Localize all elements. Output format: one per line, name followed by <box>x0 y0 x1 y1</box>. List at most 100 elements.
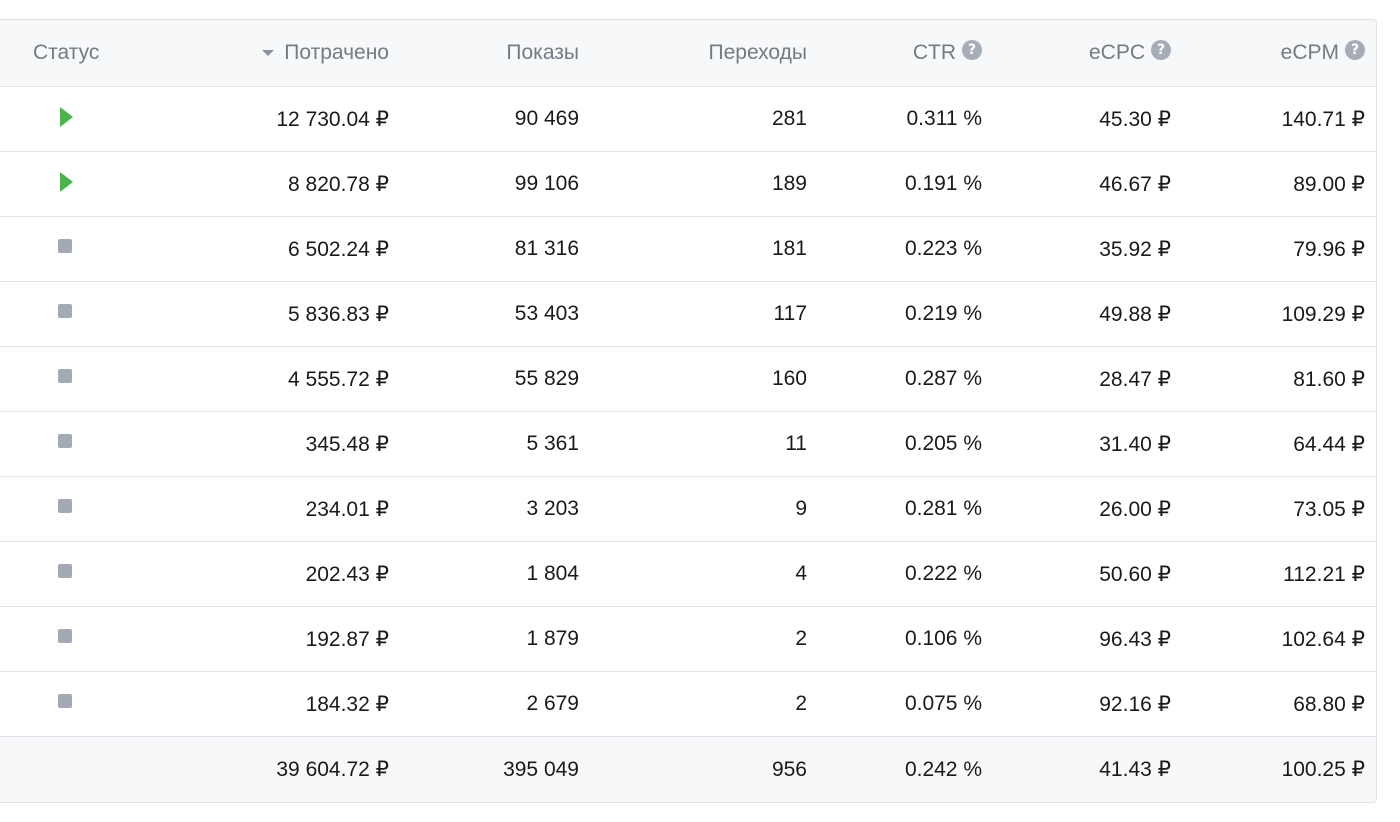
cell-spent: 8 820.78 ₽ <box>288 172 389 196</box>
table-body: 12 730.04 ₽ 90 469 281 0.311 % 45.30 ₽ 140.71… <box>0 86 1376 736</box>
table-row[interactable]: 345.48 ₽ 5 361 11 0.205 % 31.40 ₽ 64.44 ₽ <box>0 411 1376 476</box>
cell-shows: 1 879 <box>526 627 579 650</box>
status-cell[interactable] <box>0 152 139 216</box>
status-cell[interactable] <box>0 412 139 476</box>
cell-ecpc: 96.43 ₽ <box>1099 627 1171 651</box>
cell-shows: 2 679 <box>526 692 579 715</box>
header-shows-label: Показы <box>506 41 579 64</box>
stop-status-icon[interactable] <box>58 369 72 383</box>
stop-status-icon[interactable] <box>58 629 72 643</box>
ctr-help-icon[interactable]: ? <box>962 40 982 60</box>
status-cell[interactable] <box>0 607 139 671</box>
cell-shows: 5 361 <box>526 432 579 455</box>
cell-ecpc: 31.40 ₽ <box>1099 432 1171 456</box>
table-row[interactable]: 8 820.78 ₽ 99 106 189 0.191 % 46.67 ₽ 89.00 ₽ <box>0 151 1376 216</box>
cell-spent: 184.32 ₽ <box>305 692 389 716</box>
table-header: Статус Потрачено Показы Переходы CTR ? e… <box>0 20 1376 86</box>
cell-ctr: 0.287 % <box>904 367 982 390</box>
cell-shows: 99 106 <box>514 172 579 195</box>
table-row[interactable]: 6 502.24 ₽ 81 316 181 0.223 % 35.92 ₽ 79.96 ₽ <box>0 216 1376 281</box>
cell-ecpm: 64.44 ₽ <box>1293 432 1365 456</box>
cell-clicks: 160 <box>771 367 807 390</box>
total-ctr: 0.242 % <box>904 757 982 781</box>
cell-ctr: 0.281 % <box>904 497 982 520</box>
status-cell[interactable] <box>0 477 139 541</box>
table-row[interactable]: 184.32 ₽ 2 679 2 0.075 % 92.16 ₽ 68.80 ₽ <box>0 671 1376 736</box>
cell-shows: 3 203 <box>526 497 579 520</box>
cell-clicks: 2 <box>795 627 807 650</box>
cell-shows: 81 316 <box>514 237 579 260</box>
status-cell[interactable] <box>0 282 139 346</box>
status-cell[interactable] <box>0 87 139 151</box>
stop-status-icon[interactable] <box>58 239 72 253</box>
cell-clicks: 4 <box>795 562 807 585</box>
cell-ecpc: 28.47 ₽ <box>1099 367 1171 391</box>
cell-spent: 6 502.24 ₽ <box>288 237 389 261</box>
cell-spent: 202.43 ₽ <box>305 562 389 586</box>
cell-ecpc: 45.30 ₽ <box>1099 107 1171 131</box>
total-clicks: 956 <box>771 757 807 781</box>
stop-status-icon[interactable] <box>58 564 72 578</box>
cell-clicks: 2 <box>795 692 807 715</box>
header-clicks[interactable]: Переходы <box>579 20 808 86</box>
cell-spent: 4 555.72 ₽ <box>288 367 389 391</box>
cell-ecpc: 35.92 ₽ <box>1099 237 1171 261</box>
total-ecpm: 100.25 ₽ <box>1281 758 1365 781</box>
table-row[interactable]: 234.01 ₽ 3 203 9 0.281 % 26.00 ₽ 73.05 ₽ <box>0 476 1376 541</box>
header-ecpc[interactable]: eCPC ? <box>982 20 1171 86</box>
cell-ecpm: 73.05 ₽ <box>1293 497 1365 521</box>
cell-ctr: 0.191 % <box>904 172 982 195</box>
total-status-cell <box>0 737 139 802</box>
table-row[interactable]: 202.43 ₽ 1 804 4 0.222 % 50.60 ₽ 112.21 ₽ <box>0 541 1376 606</box>
cell-ecpc: 50.60 ₽ <box>1099 562 1171 586</box>
cell-spent: 234.01 ₽ <box>305 497 389 521</box>
cell-ctr: 0.223 % <box>904 237 982 260</box>
header-ecpm-label: eCPM <box>1280 41 1339 64</box>
ecpc-help-icon[interactable]: ? <box>1151 40 1171 60</box>
status-cell[interactable] <box>0 672 139 736</box>
table-total-row: 39 604.72 ₽ 395 049 956 0.242 % 41.43 ₽ … <box>0 736 1376 802</box>
stop-status-icon[interactable] <box>58 499 72 513</box>
total-shows: 395 049 <box>503 757 579 781</box>
cell-ecpm: 102.64 ₽ <box>1281 627 1365 651</box>
cell-clicks: 189 <box>771 172 807 195</box>
cell-spent: 12 730.04 ₽ <box>276 107 389 131</box>
stats-table: Статус Потрачено Показы Переходы CTR ? e… <box>0 19 1377 803</box>
stop-status-icon[interactable] <box>58 434 72 448</box>
cell-shows: 55 829 <box>514 367 579 390</box>
cell-ecpm: 140.71 ₽ <box>1281 107 1365 131</box>
header-spent[interactable]: Потрачено <box>139 20 389 86</box>
total-ecpc: 41.43 ₽ <box>1099 758 1171 781</box>
cell-ecpc: 49.88 ₽ <box>1099 302 1171 326</box>
cell-clicks: 181 <box>771 237 807 260</box>
table-row[interactable]: 12 730.04 ₽ 90 469 281 0.311 % 45.30 ₽ 140.71… <box>0 86 1376 151</box>
cell-ctr: 0.219 % <box>904 302 982 325</box>
header-clicks-label: Переходы <box>708 41 808 64</box>
play-status-icon[interactable] <box>60 107 73 127</box>
cell-ecpc: 46.67 ₽ <box>1099 172 1171 196</box>
cell-ecpm: 109.29 ₽ <box>1281 302 1365 326</box>
table-row[interactable]: 5 836.83 ₽ 53 403 117 0.219 % 49.88 ₽ 109.29 … <box>0 281 1376 346</box>
ecpm-help-icon[interactable]: ? <box>1345 40 1365 60</box>
table-row[interactable]: 192.87 ₽ 1 879 2 0.106 % 96.43 ₽ 102.64 ₽ <box>0 606 1376 671</box>
table-row[interactable]: 4 555.72 ₽ 55 829 160 0.287 % 28.47 ₽ 81.60 ₽ <box>0 346 1376 411</box>
header-status[interactable]: Статус <box>0 20 139 86</box>
status-cell[interactable] <box>0 542 139 606</box>
status-cell[interactable] <box>0 217 139 281</box>
header-ctr[interactable]: CTR ? <box>807 20 982 86</box>
cell-clicks: 11 <box>785 432 807 455</box>
cell-clicks: 117 <box>773 302 807 325</box>
play-status-icon[interactable] <box>60 172 73 192</box>
stop-status-icon[interactable] <box>58 694 72 708</box>
header-ecpm[interactable]: eCPM ? <box>1171 20 1365 86</box>
status-cell[interactable] <box>0 347 139 411</box>
header-status-label: Статус <box>33 41 100 64</box>
cell-spent: 5 836.83 ₽ <box>288 302 389 326</box>
stop-status-icon[interactable] <box>58 304 72 318</box>
header-ecpc-label: eCPC <box>1088 41 1145 64</box>
total-spent: 39 604.72 ₽ <box>276 758 389 781</box>
cell-spent: 345.48 ₽ <box>305 432 389 456</box>
sort-desc-icon <box>262 50 275 56</box>
cell-ctr: 0.222 % <box>904 562 982 585</box>
header-shows[interactable]: Показы <box>389 20 579 86</box>
